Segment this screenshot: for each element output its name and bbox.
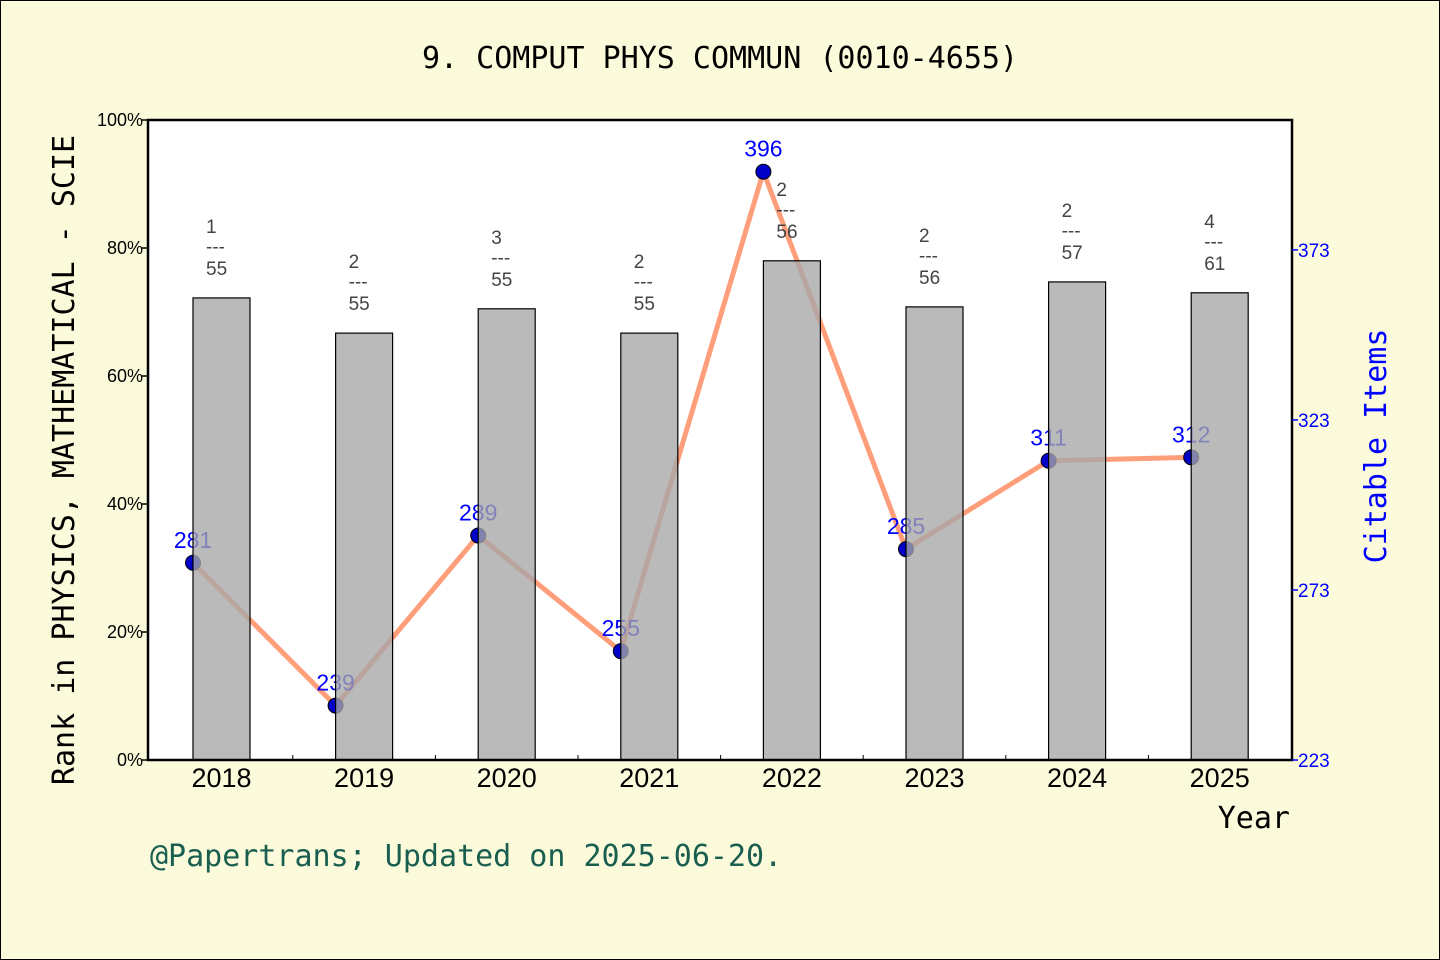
y2-axis-label: Citable Items xyxy=(1359,329,1394,564)
total-label: 55 xyxy=(349,294,370,315)
x-tick-label: 2023 xyxy=(904,763,964,793)
x-tick-label: 2024 xyxy=(1047,763,1107,793)
y-tick-label: 0% xyxy=(117,750,143,770)
bar xyxy=(335,332,394,761)
fraction-line: --- xyxy=(1204,232,1223,253)
x-tick-label: 2021 xyxy=(619,763,679,793)
y-tick-label: 40% xyxy=(107,494,143,514)
rank-label: 2 xyxy=(919,226,930,247)
footer-credit: @Papertrans; Updated on 2025-06-20. xyxy=(150,839,782,874)
fraction-line: --- xyxy=(1062,221,1081,242)
point-label: 396 xyxy=(744,136,782,162)
total-label: 55 xyxy=(206,259,227,280)
bar xyxy=(477,308,536,761)
bar xyxy=(1190,292,1249,761)
x-tick-label: 2019 xyxy=(334,763,394,793)
x-tick-label: 2022 xyxy=(762,763,822,793)
y-tick-label: 60% xyxy=(107,366,143,386)
fraction-line: --- xyxy=(919,246,938,267)
y-tick-label: 80% xyxy=(107,238,143,258)
total-label: 56 xyxy=(919,268,940,289)
rank-label: 2 xyxy=(776,180,787,201)
fraction-line: --- xyxy=(349,272,368,293)
chart-title: 9. COMPUT PHYS COMMUN (0010-4655) xyxy=(422,41,1018,76)
x-tick-label: 2025 xyxy=(1190,763,1250,793)
bar xyxy=(905,306,964,761)
line-point xyxy=(755,163,772,180)
rank-label: 1 xyxy=(206,217,217,238)
fraction-line: --- xyxy=(776,200,795,221)
y2-tick-label: 273 xyxy=(1298,581,1330,602)
plot-frame xyxy=(146,118,1294,762)
fraction-line: --- xyxy=(206,237,225,258)
rank-label: 2 xyxy=(349,252,360,273)
total-label: 55 xyxy=(634,294,655,315)
rank-label: 4 xyxy=(1204,212,1215,233)
y-tick-label: 20% xyxy=(107,622,143,642)
fraction-line: --- xyxy=(634,272,653,293)
plot-area xyxy=(148,120,1292,760)
rank-label: 2 xyxy=(634,252,645,273)
bar xyxy=(192,297,251,761)
x-tick-label: 2018 xyxy=(191,763,251,793)
bar xyxy=(1047,281,1107,761)
total-label: 55 xyxy=(491,270,512,291)
rank-label: 2 xyxy=(1062,201,1073,222)
fraction-line: --- xyxy=(491,248,510,269)
total-label: 56 xyxy=(776,222,797,243)
y2-tick-label: 323 xyxy=(1298,411,1330,432)
y-tick-label: 100% xyxy=(97,110,143,130)
total-label: 61 xyxy=(1204,254,1225,275)
x-axis-label: Year xyxy=(1218,801,1290,836)
y2-tick-label: 223 xyxy=(1298,751,1330,772)
total-label: 57 xyxy=(1062,243,1083,264)
rank-label: 3 xyxy=(491,228,502,249)
x-tick-label: 2020 xyxy=(477,763,537,793)
y-axis-label: Rank in PHYSICS, MATHEMATICAL - SCIE xyxy=(47,135,82,785)
bar xyxy=(762,260,822,761)
y2-tick-label: 373 xyxy=(1298,241,1330,262)
bar xyxy=(620,332,679,761)
